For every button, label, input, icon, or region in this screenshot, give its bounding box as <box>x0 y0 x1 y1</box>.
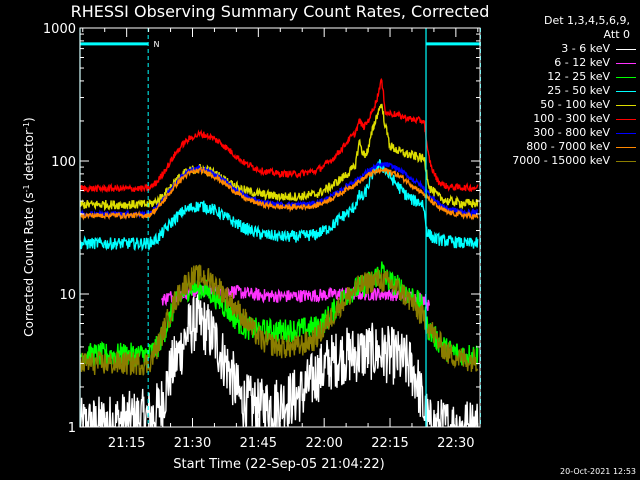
x-tick-label: 22:30 <box>437 436 474 451</box>
legend-item: 300 - 800 keV <box>486 126 636 140</box>
y-axis-label-sup1: -1 <box>22 184 31 192</box>
legend-label: 7000 - 15000 keV <box>512 154 610 168</box>
series-line <box>80 79 478 191</box>
legend-swatch <box>616 147 636 148</box>
y-axis-label-main: Corrected Count Rate (s <box>22 192 36 336</box>
legend-label: 12 - 25 keV <box>547 70 610 84</box>
legend-item: 50 - 100 keV <box>486 98 636 112</box>
legend-item: 7000 - 15000 keV <box>486 154 636 168</box>
state-lines-layer: N <box>80 28 480 427</box>
legend-label: 6 - 12 keV <box>554 56 610 70</box>
series-line <box>80 104 478 209</box>
legend-header-detectors: Det 1,3,4,5,6,9, <box>486 14 636 28</box>
y-axis-label-sup2: -1 <box>22 122 31 130</box>
x-tick-label: 21:15 <box>108 436 145 451</box>
y-tick-label: 10 <box>59 288 76 303</box>
legend-item: 800 - 7000 keV <box>486 140 636 154</box>
legend-header-attenuator: Att 0 <box>486 28 636 42</box>
x-axis-label: Start Time (22-Sep-05 21:04:22) <box>173 457 384 472</box>
series-line <box>80 265 478 376</box>
legend-swatch <box>616 91 636 92</box>
generation-timestamp: 20-Oct-2021 12:53 <box>560 467 636 476</box>
y-tick-label: 100 <box>51 155 76 170</box>
legend: Det 1,3,4,5,6,9, Att 0 3 - 6 keV 6 - 12 … <box>486 14 636 168</box>
legend-label: 25 - 50 keV <box>547 84 610 98</box>
legend-label: 3 - 6 keV <box>561 42 610 56</box>
plot-frame <box>80 28 480 427</box>
state-marker-label: N <box>154 40 160 49</box>
y-axis-label: Corrected Count Rate (s-1 detector-1) <box>22 117 37 336</box>
legend-item: 12 - 25 keV <box>486 70 636 84</box>
x-tick-label: 22:15 <box>371 436 408 451</box>
legend-item: 25 - 50 keV <box>486 84 636 98</box>
legend-swatch <box>616 77 636 78</box>
legend-label: 50 - 100 keV <box>540 98 610 112</box>
x-tick-label: 21:30 <box>174 436 211 451</box>
legend-item: 3 - 6 keV <box>486 42 636 56</box>
legend-label: 300 - 800 keV <box>533 126 610 140</box>
chart-title: RHESSI Observing Summary Count Rates, Co… <box>71 2 490 21</box>
legend-label: 100 - 300 keV <box>533 112 610 126</box>
y-tick-label: 1000 <box>43 22 76 37</box>
y-axis-label-end: ) <box>22 117 36 122</box>
legend-swatch <box>616 119 636 120</box>
legend-swatch <box>616 133 636 134</box>
legend-swatch <box>616 105 636 106</box>
series-layer <box>80 79 478 427</box>
legend-item: 6 - 12 keV <box>486 56 636 70</box>
legend-swatch <box>616 63 636 64</box>
legend-swatch <box>616 49 636 50</box>
legend-item: 100 - 300 keV <box>486 112 636 126</box>
x-tick-label: 22:00 <box>305 436 342 451</box>
x-tick-label: 21:45 <box>240 436 277 451</box>
legend-swatch <box>616 161 636 162</box>
y-tick-label: 1 <box>68 421 76 436</box>
y-axis-label-mid: detector <box>22 130 36 185</box>
legend-label: 800 - 7000 keV <box>526 140 610 154</box>
